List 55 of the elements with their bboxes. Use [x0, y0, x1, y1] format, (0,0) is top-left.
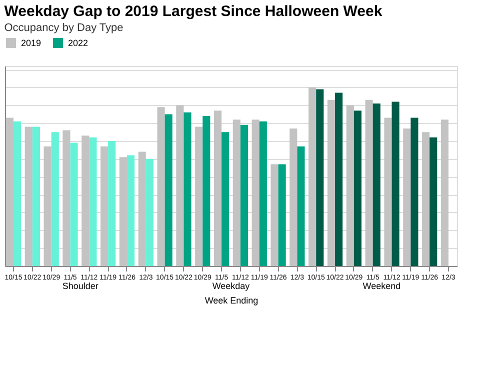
bar	[422, 132, 430, 266]
bar	[157, 107, 165, 266]
chart-title: Weekday Gap to 2019 Largest Since Halloween Week	[4, 3, 383, 20]
bar	[308, 87, 316, 266]
bar	[70, 142, 78, 266]
bar	[430, 137, 438, 266]
text: Weekend	[362, 281, 401, 291]
bar	[14, 121, 22, 266]
bar	[440, 120, 448, 266]
bar	[232, 120, 240, 266]
bar	[184, 112, 192, 266]
legend-label: 2022	[68, 38, 88, 48]
bar	[6, 118, 14, 266]
chart-subtitle: Occupancy by Day Type	[4, 22, 124, 34]
bar	[202, 116, 210, 266]
bar	[62, 130, 70, 266]
bar	[384, 118, 392, 266]
text: Weekday	[212, 281, 250, 291]
bar	[410, 118, 418, 266]
bar	[51, 132, 59, 266]
bar	[195, 126, 203, 266]
bar	[316, 89, 324, 266]
bar	[24, 126, 32, 266]
bar	[327, 100, 336, 266]
bar	[44, 146, 52, 266]
bar	[346, 105, 354, 266]
bar	[89, 137, 97, 266]
bar	[214, 110, 222, 266]
text: Shoulder	[62, 281, 98, 291]
bar	[403, 128, 411, 266]
bar	[82, 136, 90, 266]
bar	[222, 132, 230, 266]
bar	[392, 102, 400, 266]
bar	[108, 141, 116, 266]
bar	[335, 92, 343, 266]
bar	[126, 155, 135, 266]
bar	[32, 126, 40, 266]
bar	[259, 121, 267, 266]
bar	[138, 152, 146, 266]
bar	[176, 105, 184, 266]
bar	[270, 164, 278, 266]
bar	[240, 124, 248, 266]
bar	[354, 110, 362, 266]
bar	[119, 157, 127, 266]
bar	[146, 158, 154, 266]
bar	[252, 120, 260, 266]
bar	[372, 104, 380, 266]
bar	[164, 114, 172, 266]
bar	[278, 164, 286, 266]
bar	[100, 146, 108, 266]
x-axis-title: Week Ending	[204, 296, 258, 306]
legend-label: 2019	[21, 38, 42, 48]
bar	[365, 100, 373, 266]
bar	[290, 128, 298, 266]
bar	[297, 146, 305, 266]
